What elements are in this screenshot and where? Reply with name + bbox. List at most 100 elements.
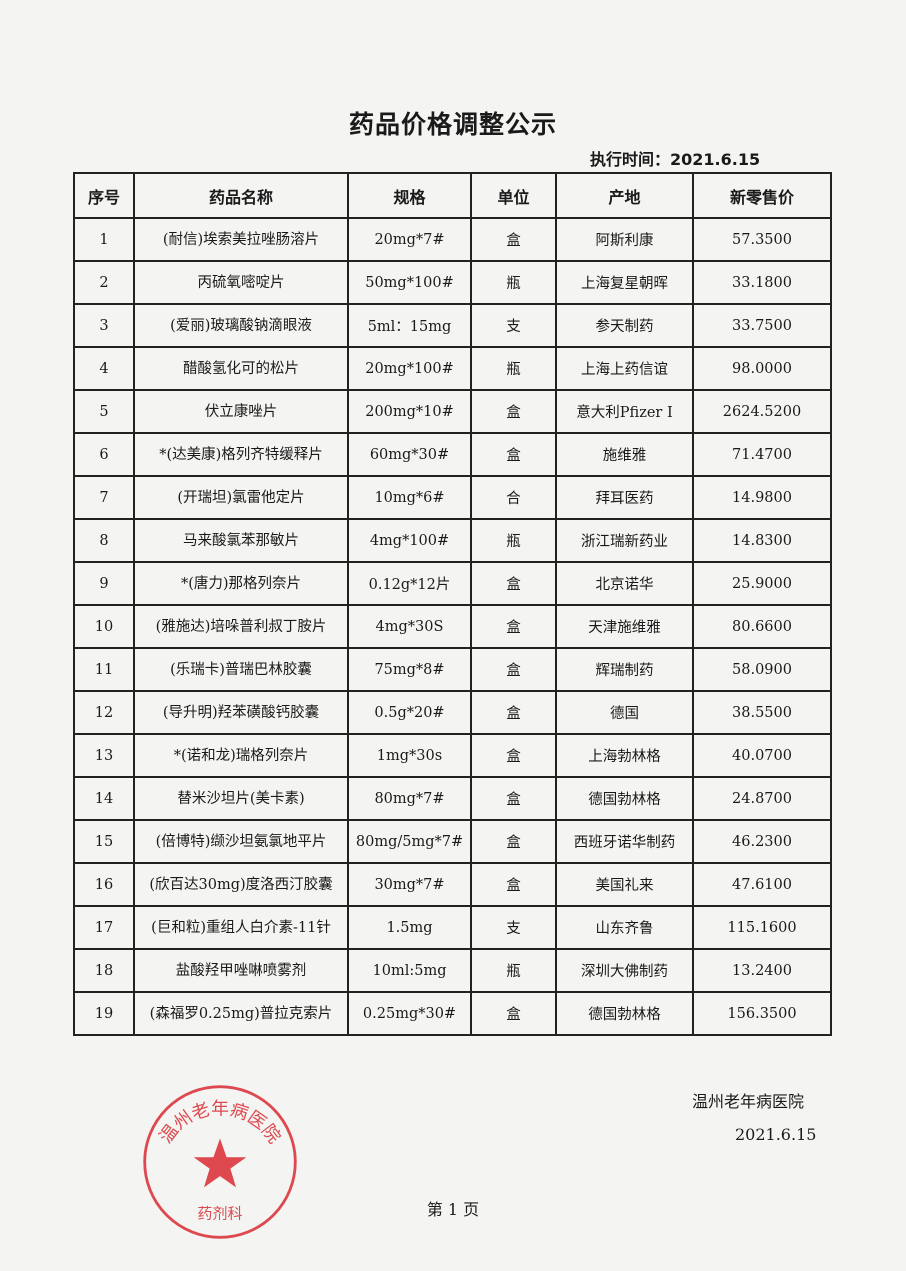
table-row: 13 *(诺和龙)瑞格列奈片 1mg*30s 盒上海勃林格 40.0700 <box>73 733 832 778</box>
cell-index: 8 <box>73 518 135 563</box>
cell-origin: 德国勃林格 <box>555 776 694 821</box>
cell-origin: 辉瑞制药 <box>555 647 694 692</box>
cell-index: 5 <box>73 389 135 434</box>
cell-spec: 10mg*6# <box>347 475 472 520</box>
cell-new-price: 33.7500 <box>692 303 832 348</box>
cell-unit: 盒 <box>470 776 557 821</box>
cell-index: 12 <box>73 690 135 735</box>
table-row: 9 *(唐力)那格列奈片 0.12g*12片盒北京诺华 25.9000 <box>73 561 832 606</box>
cell-unit: 盒 <box>470 991 557 1036</box>
table-row: 2 丙硫氧嘧啶片 50mg*100# 瓶上海复星朝晖 33.1800 <box>73 260 832 305</box>
table-row: 8 马来酸氯苯那敏片 4mg*100# 瓶浙江瑞新药业 14.8300 <box>73 518 832 563</box>
cell-drug-name: *(达美康)格列齐特缓释片 <box>133 432 349 477</box>
cell-spec: 20mg*100# <box>347 346 472 391</box>
cell-drug-name: 伏立康唑片 <box>133 389 349 434</box>
cell-spec: 5ml：15mg <box>347 303 472 348</box>
cell-spec: 80mg/5mg*7# <box>347 819 472 864</box>
cell-unit: 盒 <box>470 217 557 262</box>
cell-index: 4 <box>73 346 135 391</box>
cell-new-price: 25.9000 <box>692 561 832 606</box>
cell-index: 2 <box>73 260 135 305</box>
table-row: 12 (导升明)羟苯磺酸钙胶囊 0.5g*20# 盒德国 38.5500 <box>73 690 832 735</box>
cell-new-price: 24.8700 <box>692 776 832 821</box>
cell-origin: 参天制药 <box>555 303 694 348</box>
cell-unit: 盒 <box>470 389 557 434</box>
cell-origin: 上海上药信谊 <box>555 346 694 391</box>
cell-index: 9 <box>73 561 135 606</box>
cell-drug-name: 丙硫氧嘧啶片 <box>133 260 349 305</box>
cell-index: 10 <box>73 604 135 649</box>
table-row: 1 (耐信)埃索美拉唑肠溶片 20mg*7# 盒阿斯利康 57.3500 <box>73 217 832 262</box>
cell-index: 7 <box>73 475 135 520</box>
cell-drug-name: (雅施达)培哚普利叔丁胺片 <box>133 604 349 649</box>
cell-unit: 瓶 <box>470 518 557 563</box>
cell-index: 6 <box>73 432 135 477</box>
cell-unit: 盒 <box>470 604 557 649</box>
cell-index: 11 <box>73 647 135 692</box>
cell-origin: 上海勃林格 <box>555 733 694 778</box>
cell-new-price: 115.1600 <box>692 905 832 950</box>
cell-spec: 75mg*8# <box>347 647 472 692</box>
cell-index: 13 <box>73 733 135 778</box>
cell-spec: 4mg*100# <box>347 518 472 563</box>
cell-unit: 盒 <box>470 819 557 864</box>
cell-index: 16 <box>73 862 135 907</box>
cell-drug-name: (倍博特)缬沙坦氨氯地平片 <box>133 819 349 864</box>
cell-origin: 阿斯利康 <box>555 217 694 262</box>
cell-unit: 盒 <box>470 432 557 477</box>
cell-spec: 0.12g*12片 <box>347 561 472 606</box>
header-col-drug-name: 药品名称 <box>133 172 349 219</box>
header-col-spec: 规格 <box>347 172 472 219</box>
cell-index: 1 <box>73 217 135 262</box>
cell-new-price: 13.2400 <box>692 948 832 993</box>
svg-text:温州老年病医院: 温州老年病医院 <box>155 1098 284 1147</box>
cell-unit: 合 <box>470 475 557 520</box>
cell-index: 14 <box>73 776 135 821</box>
cell-drug-name: 醋酸氢化可的松片 <box>133 346 349 391</box>
header-col-index: 序号 <box>73 172 135 219</box>
cell-unit: 盒 <box>470 862 557 907</box>
cell-drug-name: 替米沙坦片(美卡素) <box>133 776 349 821</box>
cell-origin: 深圳大佛制药 <box>555 948 694 993</box>
table-row: 3 (爱丽)玻璃酸钠滴眼液 5ml：15mg 支参天制药 33.7500 <box>73 303 832 348</box>
cell-new-price: 71.4700 <box>692 432 832 477</box>
cell-spec: 1mg*30s <box>347 733 472 778</box>
header-col-origin: 产地 <box>555 172 694 219</box>
table-row: 5 伏立康唑片 200mg*10# 盒意大利Pfizer I 2624.5200 <box>73 389 832 434</box>
cell-unit: 盒 <box>470 561 557 606</box>
cell-new-price: 14.8300 <box>692 518 832 563</box>
star-icon <box>193 1138 247 1188</box>
cell-origin: 天津施维雅 <box>555 604 694 649</box>
cell-index: 3 <box>73 303 135 348</box>
table-row: 11 (乐瑞卡)普瑞巴林胶囊 75mg*8# 盒辉瑞制药 58.0900 <box>73 647 832 692</box>
hospital-name: 温州老年病医院 <box>692 1092 805 1111</box>
cell-origin: 意大利Pfizer I <box>555 389 694 434</box>
cell-new-price: 2624.5200 <box>692 389 832 434</box>
cell-new-price: 156.3500 <box>692 991 832 1036</box>
table-row: 15 (倍博特)缬沙坦氨氯地平片 80mg/5mg*7# 盒西班牙诺华制药 46.230… <box>73 819 832 864</box>
cell-origin: 德国勃林格 <box>555 991 694 1036</box>
cell-drug-name: (开瑞坦)氯雷他定片 <box>133 475 349 520</box>
table-row: 16 (欣百达30mg)度洛西汀胶囊 30mg*7# 盒美国礼来 47.6100 <box>73 862 832 907</box>
cell-spec: 4mg*30S <box>347 604 472 649</box>
table-row: 4 醋酸氢化可的松片 20mg*100# 瓶上海上药信谊 98.0000 <box>73 346 832 391</box>
cell-unit: 盒 <box>470 690 557 735</box>
cell-origin: 上海复星朝晖 <box>555 260 694 305</box>
cell-unit: 支 <box>470 303 557 348</box>
cell-new-price: 57.3500 <box>692 217 832 262</box>
cell-index: 18 <box>73 948 135 993</box>
cell-new-price: 58.0900 <box>692 647 832 692</box>
cell-unit: 瓶 <box>470 948 557 993</box>
cell-spec: 30mg*7# <box>347 862 472 907</box>
header-col-unit: 单位 <box>470 172 557 219</box>
cell-spec: 60mg*30# <box>347 432 472 477</box>
table-row: 19 (森福罗0.25mg)普拉克索片 0.25mg*30# 盒德国勃林格 156.35… <box>73 991 832 1036</box>
cell-new-price: 14.9800 <box>692 475 832 520</box>
signature-date: 2021.6.15 <box>735 1125 817 1144</box>
cell-drug-name: (乐瑞卡)普瑞巴林胶囊 <box>133 647 349 692</box>
cell-origin: 德国 <box>555 690 694 735</box>
cell-drug-name: (巨和粒)重组人白介素-11针 <box>133 905 349 950</box>
cell-drug-name: 马来酸氯苯那敏片 <box>133 518 349 563</box>
table-row: 18 盐酸羟甲唑啉喷雾剂 10ml:5mg 瓶深圳大佛制药 13.2400 <box>73 948 832 993</box>
table-row: 14 替米沙坦片(美卡素) 80mg*7# 盒德国勃林格 24.8700 <box>73 776 832 821</box>
